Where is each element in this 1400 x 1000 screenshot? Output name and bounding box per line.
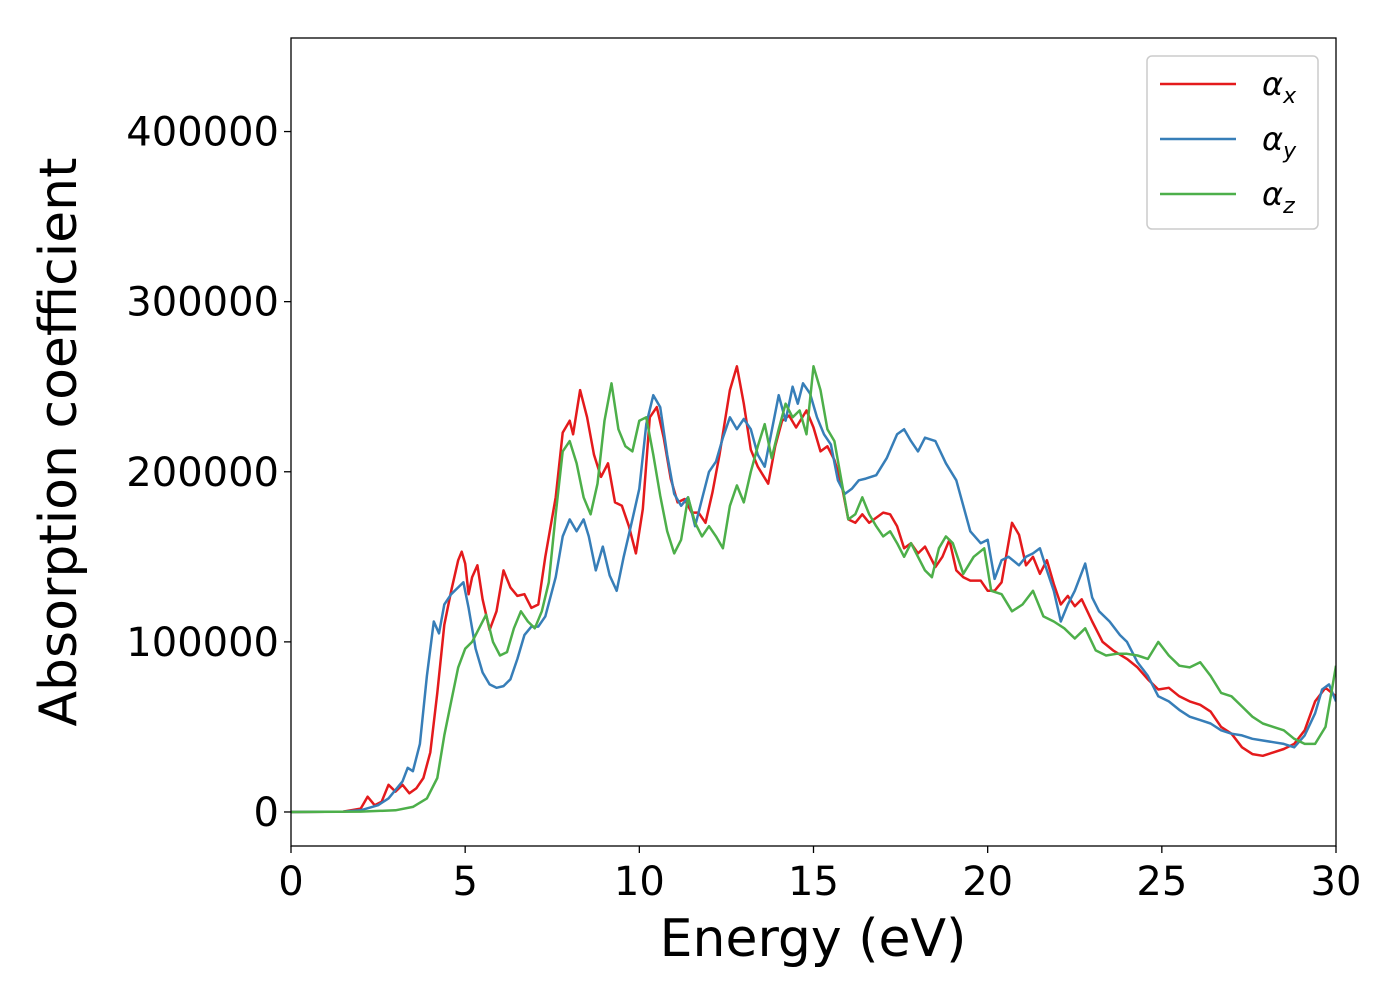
y-axis: 0 100000 200000 300000 400000 bbox=[126, 110, 291, 836]
y-axis-title: Absorption coefficient bbox=[29, 157, 89, 726]
x-tick-label: 10 bbox=[614, 859, 665, 905]
y-tick-label: 200000 bbox=[126, 450, 279, 496]
x-axis-title: Energy (eV) bbox=[660, 909, 967, 969]
y-tick-label: 0 bbox=[254, 790, 279, 836]
y-tick-label: 400000 bbox=[126, 110, 279, 156]
x-axis: 0 5 10 15 20 25 30 bbox=[278, 846, 1361, 905]
x-tick-label: 25 bbox=[1136, 859, 1187, 905]
x-tick-label: 0 bbox=[278, 859, 303, 905]
x-tick-label: 5 bbox=[452, 859, 477, 905]
series-line-z bbox=[291, 365, 1336, 814]
legend-label-x: αx bbox=[1262, 65, 1297, 109]
y-tick-label: 100000 bbox=[126, 620, 279, 666]
legend-frame bbox=[1146, 55, 1319, 230]
x-tick-label: 30 bbox=[1311, 859, 1362, 905]
y-tick-label: 300000 bbox=[126, 280, 279, 326]
x-tick-label: 15 bbox=[788, 859, 839, 905]
x-tick-label: 20 bbox=[962, 859, 1013, 905]
series-line-y bbox=[291, 382, 1336, 814]
series-layer bbox=[291, 365, 1336, 814]
